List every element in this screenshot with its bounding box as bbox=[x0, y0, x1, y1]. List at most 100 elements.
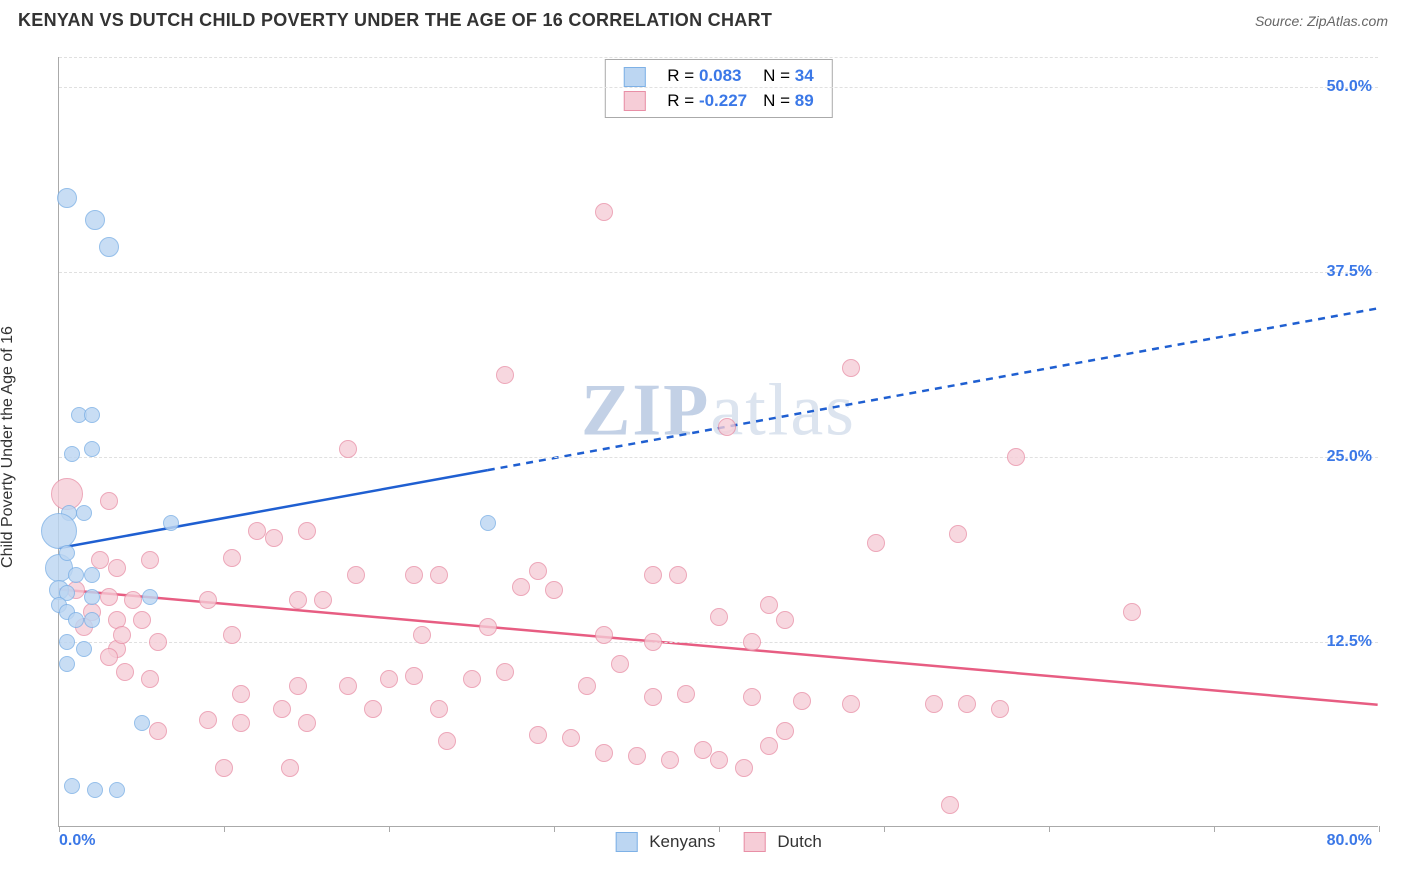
scatter-point bbox=[339, 677, 357, 695]
scatter-point bbox=[265, 529, 283, 547]
x-tick bbox=[1049, 826, 1050, 832]
scatter-point bbox=[793, 692, 811, 710]
source-attribution: Source: ZipAtlas.com bbox=[1255, 13, 1388, 29]
scatter-point bbox=[223, 626, 241, 644]
scatter-point bbox=[941, 796, 959, 814]
legend-swatch-series-1 bbox=[623, 91, 645, 111]
scatter-point bbox=[57, 188, 77, 208]
scatter-point bbox=[760, 737, 778, 755]
scatter-point bbox=[595, 203, 613, 221]
scatter-point bbox=[76, 505, 92, 521]
scatter-point bbox=[413, 626, 431, 644]
scatter-point bbox=[958, 695, 976, 713]
scatter-point bbox=[64, 446, 80, 462]
scatter-point bbox=[760, 596, 778, 614]
scatter-point bbox=[232, 714, 250, 732]
scatter-point bbox=[380, 670, 398, 688]
x-tick bbox=[1379, 826, 1380, 832]
scatter-point bbox=[669, 566, 687, 584]
scatter-point bbox=[141, 551, 159, 569]
scatter-point bbox=[289, 591, 307, 609]
scatter-point bbox=[215, 759, 233, 777]
scatter-point bbox=[628, 747, 646, 765]
scatter-point bbox=[562, 729, 580, 747]
y-tick-label: 50.0% bbox=[1327, 78, 1372, 96]
scatter-point bbox=[595, 744, 613, 762]
n-value-0: 34 bbox=[795, 66, 814, 85]
legend-swatch-bottom-1 bbox=[743, 832, 765, 852]
scatter-point bbox=[109, 782, 125, 798]
correlation-stats-box: R = 0.083 N = 34 R = -0.227 N = 89 bbox=[604, 59, 832, 118]
scatter-point bbox=[199, 711, 217, 729]
scatter-point bbox=[661, 751, 679, 769]
scatter-point bbox=[84, 612, 100, 628]
scatter-point bbox=[116, 663, 134, 681]
scatter-point bbox=[842, 695, 860, 713]
scatter-point bbox=[694, 741, 712, 759]
scatter-point bbox=[41, 513, 77, 549]
scatter-point bbox=[438, 732, 456, 750]
scatter-point bbox=[339, 440, 357, 458]
r-value-0: 0.083 bbox=[699, 66, 742, 85]
scatter-point bbox=[273, 700, 291, 718]
scatter-point bbox=[141, 670, 159, 688]
scatter-point bbox=[644, 633, 662, 651]
scatter-point bbox=[149, 722, 167, 740]
r-label-0: R = bbox=[667, 66, 699, 85]
scatter-point bbox=[405, 566, 423, 584]
scatter-point bbox=[842, 359, 860, 377]
x-tick bbox=[1214, 826, 1215, 832]
scatter-point bbox=[232, 685, 250, 703]
scatter-point bbox=[298, 714, 316, 732]
scatter-point bbox=[529, 726, 547, 744]
scatter-point bbox=[949, 525, 967, 543]
x-tick bbox=[884, 826, 885, 832]
scatter-point bbox=[289, 677, 307, 695]
x-tick bbox=[554, 826, 555, 832]
scatter-point bbox=[480, 515, 496, 531]
scatter-point bbox=[99, 237, 119, 257]
scatter-point bbox=[1007, 448, 1025, 466]
r-value-1: -0.227 bbox=[699, 91, 747, 110]
stats-row-series-1: R = -0.227 N = 89 bbox=[615, 89, 821, 114]
chart-title: KENYAN VS DUTCH CHILD POVERTY UNDER THE … bbox=[18, 10, 772, 31]
gridline-h bbox=[59, 272, 1378, 273]
scatter-point bbox=[68, 612, 84, 628]
y-tick-label: 25.0% bbox=[1327, 448, 1372, 466]
scatter-point bbox=[59, 634, 75, 650]
plot-area: ZIPatlas R = 0.083 N = 34 R = -0.227 N =… bbox=[58, 57, 1378, 827]
scatter-point bbox=[710, 751, 728, 769]
scatter-point bbox=[134, 715, 150, 731]
scatter-point bbox=[76, 641, 92, 657]
scatter-point bbox=[100, 648, 118, 666]
x-tick bbox=[719, 826, 720, 832]
scatter-point bbox=[677, 685, 695, 703]
gridline-h bbox=[59, 87, 1378, 88]
scatter-point bbox=[59, 656, 75, 672]
scatter-point bbox=[545, 581, 563, 599]
legend-swatch-series-0 bbox=[623, 67, 645, 87]
chart-container: Child Poverty Under the Age of 16 ZIPatl… bbox=[14, 37, 1394, 857]
scatter-point bbox=[84, 407, 100, 423]
scatter-point bbox=[595, 626, 613, 644]
x-origin-label: 0.0% bbox=[59, 832, 95, 850]
scatter-point bbox=[223, 549, 241, 567]
scatter-point bbox=[199, 591, 217, 609]
scatter-point bbox=[925, 695, 943, 713]
scatter-point bbox=[364, 700, 382, 718]
source-name: ZipAtlas.com bbox=[1307, 13, 1388, 29]
scatter-point bbox=[529, 562, 547, 580]
scatter-point bbox=[496, 663, 514, 681]
watermark-part2: atlas bbox=[710, 369, 856, 451]
scatter-point bbox=[743, 633, 761, 651]
gridline-h bbox=[59, 457, 1378, 458]
watermark-part1: ZIP bbox=[581, 369, 710, 451]
source-prefix: Source: bbox=[1255, 13, 1307, 29]
scatter-point bbox=[149, 633, 167, 651]
scatter-point bbox=[248, 522, 266, 540]
scatter-point bbox=[463, 670, 481, 688]
r-label-1: R = bbox=[667, 91, 699, 110]
scatter-point bbox=[124, 591, 142, 609]
scatter-point bbox=[1123, 603, 1141, 621]
n-value-1: 89 bbox=[795, 91, 814, 110]
